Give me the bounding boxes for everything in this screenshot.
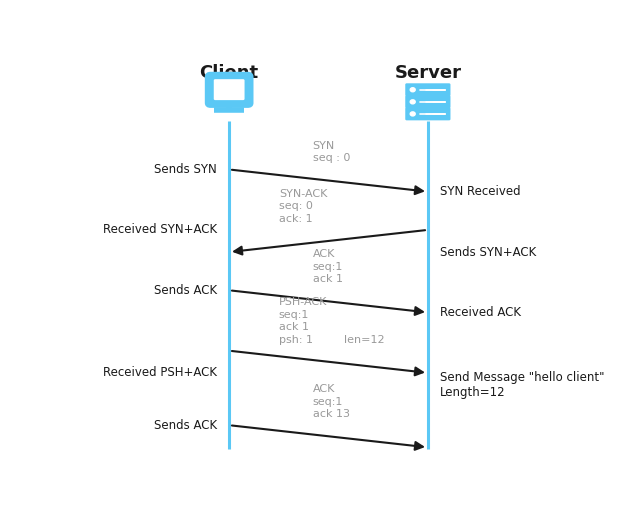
Text: Sends SYN+ACK: Sends SYN+ACK xyxy=(440,245,537,258)
FancyBboxPatch shape xyxy=(405,95,451,108)
Text: ACK
seq:1
ack 13: ACK seq:1 ack 13 xyxy=(313,384,349,419)
Circle shape xyxy=(410,100,415,104)
Text: SYN
seq : 0: SYN seq : 0 xyxy=(313,141,350,163)
FancyBboxPatch shape xyxy=(213,79,245,100)
Text: Server: Server xyxy=(394,64,462,82)
FancyBboxPatch shape xyxy=(206,74,252,106)
Circle shape xyxy=(410,88,415,92)
Text: PSH-ACK
seq:1
ack 1
psh: 1: PSH-ACK seq:1 ack 1 psh: 1 xyxy=(279,298,327,345)
FancyBboxPatch shape xyxy=(405,83,451,96)
Text: len=12: len=12 xyxy=(344,335,385,345)
Text: Received SYN+ACK: Received SYN+ACK xyxy=(103,223,217,236)
Text: Send Message "hello client"
Length=12: Send Message "hello client" Length=12 xyxy=(440,371,605,399)
Circle shape xyxy=(410,112,415,116)
Text: ACK
seq:1
ack 1: ACK seq:1 ack 1 xyxy=(313,249,343,285)
Text: Received ACK: Received ACK xyxy=(440,306,521,319)
Text: SYN-ACK
seq: 0
ack: 1: SYN-ACK seq: 0 ack: 1 xyxy=(279,189,327,224)
FancyBboxPatch shape xyxy=(405,107,451,120)
Text: Client: Client xyxy=(199,64,259,82)
Text: SYN Received: SYN Received xyxy=(440,185,521,198)
Text: Sends SYN: Sends SYN xyxy=(154,163,217,176)
Text: Sends ACK: Sends ACK xyxy=(154,419,217,431)
Text: Received PSH+ACK: Received PSH+ACK xyxy=(103,366,217,379)
Text: Sends ACK: Sends ACK xyxy=(154,284,217,297)
